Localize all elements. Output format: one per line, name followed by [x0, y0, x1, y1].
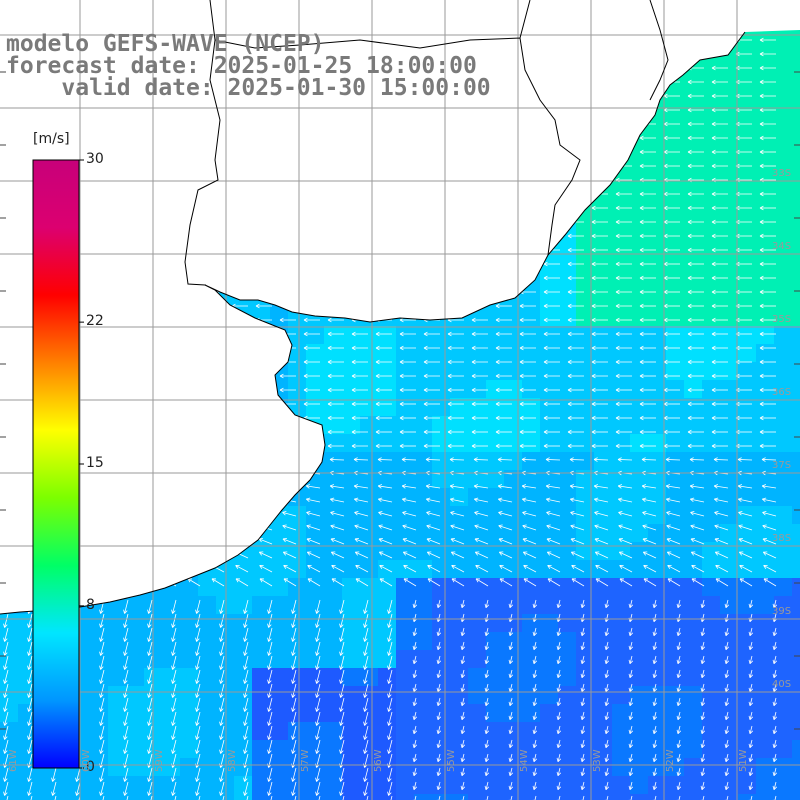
colorbar: [32, 159, 84, 769]
lon-label: 60W: [81, 749, 92, 772]
colorbar-tick-label: 8: [86, 596, 95, 613]
lon-label: 59W: [154, 749, 165, 772]
lat-label: 36S: [772, 387, 792, 398]
lon-label: 58W: [227, 749, 238, 772]
lat-label: 35S: [772, 314, 792, 325]
colorbar-unit: [m/s]: [33, 131, 70, 147]
colorbar-tick-label: 0: [86, 759, 95, 775]
lon-label: 56W: [373, 749, 384, 772]
lon-label: 55W: [446, 749, 457, 772]
lon-label: 54W: [519, 749, 530, 772]
coastline: [0, 0, 746, 615]
lat-label: 37S: [772, 460, 792, 471]
lat-label: 39S: [772, 606, 792, 617]
lat-label: 38S: [772, 533, 792, 544]
colorbar-gradient: [32, 159, 80, 769]
wind-speed-field: [0, 30, 800, 800]
map-title-line2: forecast date: 2025-01-25 18:00:00: [6, 53, 477, 79]
lat-label: 33S: [772, 168, 792, 179]
lon-label: 57W: [300, 749, 311, 772]
lat-label: 40S: [772, 679, 792, 690]
colorbar-tick-label: 15: [86, 455, 104, 471]
lon-label: 51W: [738, 749, 749, 772]
colorbar-tick-label: 22: [86, 313, 104, 330]
lat-label: 34S: [772, 241, 792, 252]
lon-label: 52W: [665, 749, 676, 772]
map-title-line3: valid date: 2025-01-30 15:00:00: [6, 75, 491, 101]
border-path: [184, 0, 669, 286]
lon-label: 61W: [8, 749, 19, 772]
colorbar-tick-label: 30: [86, 151, 104, 167]
map-title-line1: modelo GEFS-WAVE (NCEP): [6, 31, 325, 57]
lon-label: 53W: [592, 749, 603, 772]
